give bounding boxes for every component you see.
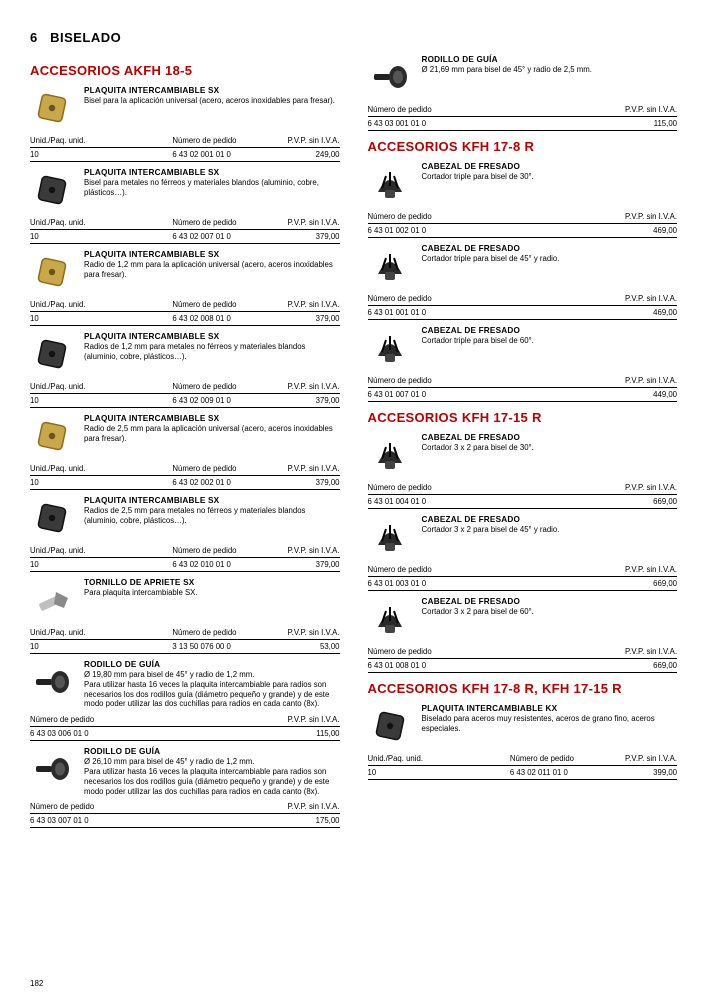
price-table: Unid./Paq. unid.Número de pedidoP.V.P. s… bbox=[30, 544, 340, 572]
chapter-title: BISELADO bbox=[50, 30, 121, 45]
chapter-number: 6 bbox=[30, 30, 38, 45]
product-thumb bbox=[30, 250, 74, 294]
item-desc: Bisel para la aplicación universal (acer… bbox=[84, 96, 340, 106]
price-table: Número de pedidoP.V.P. sin I.V.A. 6 43 0… bbox=[368, 563, 678, 591]
item-desc: Bisel para metales no férreos y material… bbox=[84, 178, 340, 197]
catalog-item: RODILLO DE GUÍA Ø 19,80 mm para bisel de… bbox=[30, 660, 340, 741]
item-desc: Radio de 2,5 mm para la aplicación unive… bbox=[84, 424, 340, 443]
item-title: PLAQUITA INTERCAMBIABLE SX bbox=[84, 332, 340, 342]
product-thumb bbox=[368, 244, 412, 288]
item-desc: Biselado para aceros muy resistentes, ac… bbox=[422, 714, 678, 733]
item-desc: Cortador triple para bisel de 60°. bbox=[422, 336, 678, 346]
product-thumb bbox=[30, 660, 74, 704]
product-thumb bbox=[30, 414, 74, 458]
item-title: CABEZAL DE FRESADO bbox=[422, 326, 678, 336]
product-thumb bbox=[30, 86, 74, 130]
product-thumb bbox=[30, 168, 74, 212]
section-heading: ACCESORIOS KFH 17-15 R bbox=[368, 410, 678, 425]
catalog-item: PLAQUITA INTERCAMBIABLE KX Biselado para… bbox=[368, 704, 678, 780]
item-title: PLAQUITA INTERCAMBIABLE SX bbox=[84, 168, 340, 178]
catalog-item: PLAQUITA INTERCAMBIABLE SX Bisel para la… bbox=[30, 86, 340, 162]
price-table: Unid./Paq. unid.Número de pedidoP.V.P. s… bbox=[30, 298, 340, 326]
price-table: Número de pedidoP.V.P. sin I.V.A. 6 43 0… bbox=[368, 292, 678, 320]
item-title: CABEZAL DE FRESADO bbox=[422, 162, 678, 172]
product-thumb bbox=[368, 162, 412, 206]
price-table: Unid./Paq. unid.Número de pedidoP.V.P. s… bbox=[30, 462, 340, 490]
product-thumb bbox=[368, 433, 412, 477]
item-desc: Cortador 3 x 2 para bisel de 60°. bbox=[422, 607, 678, 617]
price-table: Unid./Paq. unid.Número de pedidoP.V.P. s… bbox=[30, 626, 340, 654]
item-title: RODILLO DE GUÍA bbox=[422, 55, 678, 65]
catalog-item: CABEZAL DE FRESADO Cortador triple para … bbox=[368, 162, 678, 238]
product-thumb bbox=[30, 747, 74, 791]
catalog-item: PLAQUITA INTERCAMBIABLE SX Radio de 1,2 … bbox=[30, 250, 340, 326]
item-title: CABEZAL DE FRESADO bbox=[422, 433, 678, 443]
product-thumb bbox=[368, 55, 412, 99]
section-heading: ACCESORIOS KFH 17-8 R, KFH 17-15 R bbox=[368, 681, 678, 696]
catalog-item: TORNILLO DE APRIETE SX Para plaquita int… bbox=[30, 578, 340, 654]
catalog-item: CABEZAL DE FRESADO Cortador 3 x 2 para b… bbox=[368, 597, 678, 673]
product-thumb bbox=[368, 597, 412, 641]
catalog-page: 6 BISELADO ACCESORIOS AKFH 18-5 PLAQUITA… bbox=[0, 0, 707, 1000]
left-column: ACCESORIOS AKFH 18-5 PLAQUITA INTERCAMBI… bbox=[30, 55, 340, 834]
item-title: RODILLO DE GUÍA bbox=[84, 747, 340, 757]
item-desc: Cortador 3 x 2 para bisel de 45° y radio… bbox=[422, 525, 678, 535]
item-title: CABEZAL DE FRESADO bbox=[422, 597, 678, 607]
two-column-layout: ACCESORIOS AKFH 18-5 PLAQUITA INTERCAMBI… bbox=[30, 55, 677, 834]
catalog-item: RODILLO DE GUÍA Ø 26,10 mm para bisel de… bbox=[30, 747, 340, 828]
chapter-heading: 6 BISELADO bbox=[30, 30, 677, 45]
item-desc: Cortador triple para bisel de 30°. bbox=[422, 172, 678, 182]
price-table: Número de pedidoP.V.P. sin I.V.A. 6 43 0… bbox=[368, 103, 678, 131]
item-desc: Cortador triple para bisel de 45° y radi… bbox=[422, 254, 678, 264]
section-heading: ACCESORIOS AKFH 18-5 bbox=[30, 63, 340, 78]
right-column: RODILLO DE GUÍA Ø 21,69 mm para bisel de… bbox=[368, 55, 678, 834]
product-thumb bbox=[368, 704, 412, 748]
product-thumb bbox=[368, 326, 412, 370]
item-desc: Ø 19,80 mm para bisel de 45° y radio de … bbox=[84, 670, 340, 709]
catalog-item: CABEZAL DE FRESADO Cortador triple para … bbox=[368, 326, 678, 402]
item-title: PLAQUITA INTERCAMBIABLE KX bbox=[422, 704, 678, 714]
price-table: Unid./Paq. unid.Número de pedidoP.V.P. s… bbox=[30, 380, 340, 408]
catalog-item: CABEZAL DE FRESADO Cortador triple para … bbox=[368, 244, 678, 320]
item-desc: Cortador 3 x 2 para bisel de 30°. bbox=[422, 443, 678, 453]
section-heading: ACCESORIOS KFH 17-8 R bbox=[368, 139, 678, 154]
item-desc: Ø 26,10 mm para bisel de 45° y radio de … bbox=[84, 757, 340, 796]
catalog-item: PLAQUITA INTERCAMBIABLE SX Radio de 2,5 … bbox=[30, 414, 340, 490]
item-title: PLAQUITA INTERCAMBIABLE SX bbox=[84, 496, 340, 506]
catalog-item: CABEZAL DE FRESADO Cortador 3 x 2 para b… bbox=[368, 433, 678, 509]
item-title: PLAQUITA INTERCAMBIABLE SX bbox=[84, 86, 340, 96]
price-table: Unid./Paq. unid.Número de pedidoP.V.P. s… bbox=[30, 134, 340, 162]
item-title: PLAQUITA INTERCAMBIABLE SX bbox=[84, 250, 340, 260]
product-thumb bbox=[30, 332, 74, 376]
price-table: Número de pedidoP.V.P. sin I.V.A. 6 43 0… bbox=[368, 210, 678, 238]
price-table: Unid./Paq. unid.Número de pedidoP.V.P. s… bbox=[368, 752, 678, 780]
price-table: Unid./Paq. unid.Número de pedidoP.V.P. s… bbox=[30, 216, 340, 244]
page-number: 182 bbox=[30, 979, 43, 988]
price-table: Número de pedidoP.V.P. sin I.V.A. 6 43 0… bbox=[368, 645, 678, 673]
price-table: Número de pedidoP.V.P. sin I.V.A. 6 43 0… bbox=[368, 374, 678, 402]
item-desc: Radios de 1,2 mm para metales no férreos… bbox=[84, 342, 340, 361]
product-thumb bbox=[30, 496, 74, 540]
item-desc: Radios de 2,5 mm para metales no férreos… bbox=[84, 506, 340, 525]
item-desc: Para plaquita intercambiable SX. bbox=[84, 588, 340, 598]
catalog-item: RODILLO DE GUÍA Ø 21,69 mm para bisel de… bbox=[368, 55, 678, 131]
product-thumb bbox=[368, 515, 412, 559]
price-table: Número de pedidoP.V.P. sin I.V.A. 6 43 0… bbox=[368, 481, 678, 509]
item-title: CABEZAL DE FRESADO bbox=[422, 515, 678, 525]
product-thumb bbox=[30, 578, 74, 622]
item-title: TORNILLO DE APRIETE SX bbox=[84, 578, 340, 588]
price-table: Número de pedidoP.V.P. sin I.V.A. 6 43 0… bbox=[30, 800, 340, 828]
item-title: PLAQUITA INTERCAMBIABLE SX bbox=[84, 414, 340, 424]
catalog-item: PLAQUITA INTERCAMBIABLE SX Bisel para me… bbox=[30, 168, 340, 244]
item-desc: Radio de 1,2 mm para la aplicación unive… bbox=[84, 260, 340, 279]
item-desc: Ø 21,69 mm para bisel de 45° y radio de … bbox=[422, 65, 678, 75]
item-title: RODILLO DE GUÍA bbox=[84, 660, 340, 670]
catalog-item: CABEZAL DE FRESADO Cortador 3 x 2 para b… bbox=[368, 515, 678, 591]
price-table: Número de pedidoP.V.P. sin I.V.A. 6 43 0… bbox=[30, 713, 340, 741]
catalog-item: PLAQUITA INTERCAMBIABLE SX Radios de 1,2… bbox=[30, 332, 340, 408]
item-title: CABEZAL DE FRESADO bbox=[422, 244, 678, 254]
catalog-item: PLAQUITA INTERCAMBIABLE SX Radios de 2,5… bbox=[30, 496, 340, 572]
